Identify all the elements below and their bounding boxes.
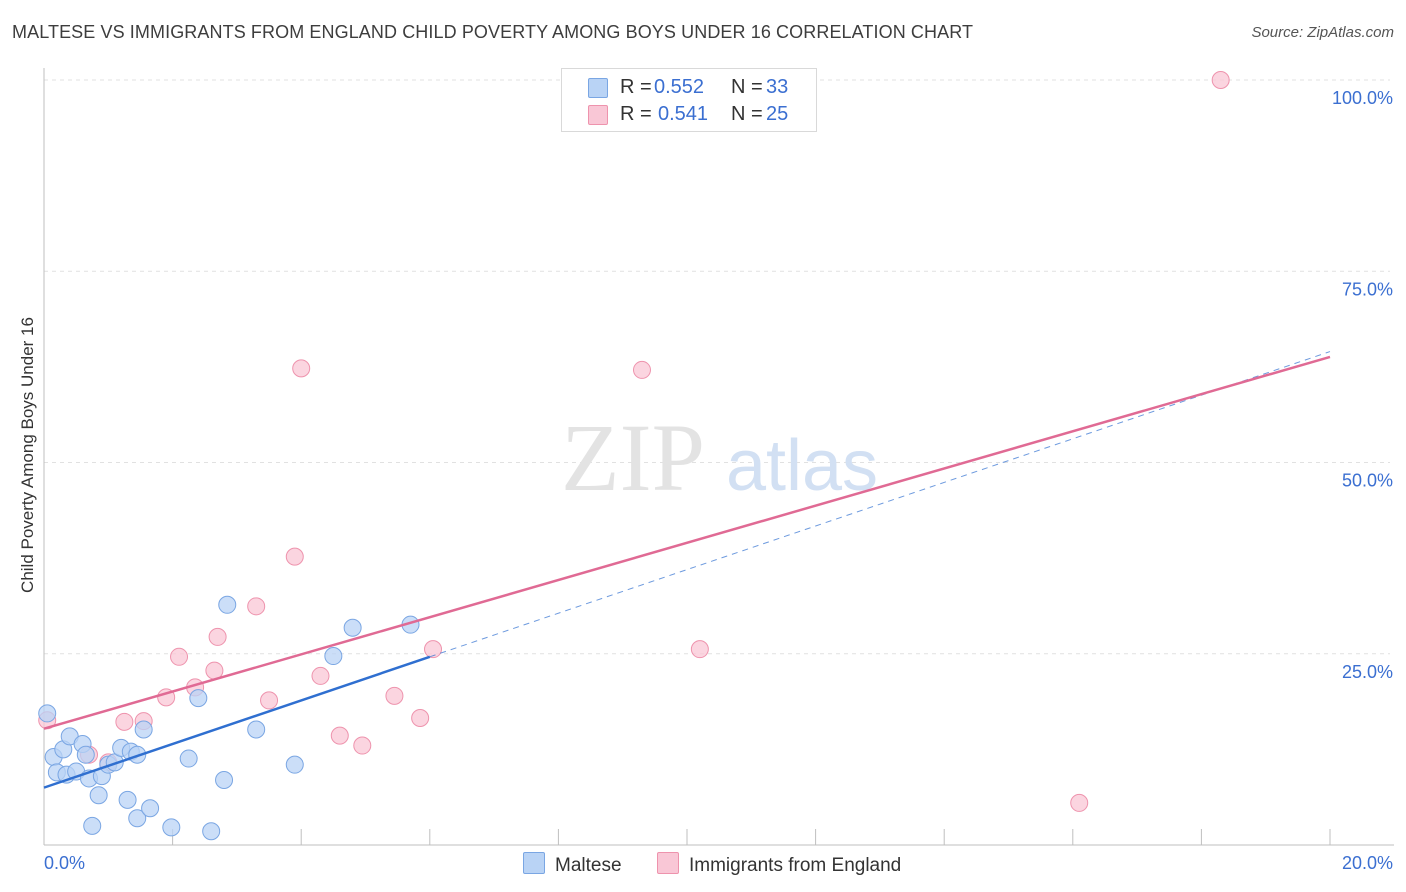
maltese-point	[247, 720, 266, 739]
legend-r-value-maltese: 0.552	[654, 76, 705, 98]
england-point	[632, 360, 651, 379]
england-point	[292, 359, 311, 378]
watermark-zip: ZIP	[561, 404, 705, 511]
bottom-legend-label-england: Immigrants from England	[689, 855, 902, 876]
x-tick-label: 0.0%	[44, 853, 85, 873]
maltese-trend-line	[43, 655, 431, 789]
chart-title: MALTESE VS IMMIGRANTS FROM ENGLAND CHILD…	[12, 22, 974, 42]
england-point	[260, 691, 279, 710]
england-point	[690, 640, 709, 659]
bottom-legend-swatch-maltese	[523, 852, 545, 874]
maltese-trend-extension	[429, 351, 1331, 658]
legend-swatch-england	[588, 105, 608, 125]
maltese-point	[141, 799, 160, 818]
england-point	[247, 597, 266, 616]
maltese-point	[76, 745, 95, 764]
england-point	[115, 712, 134, 731]
x-tick-label: 20.0%	[1342, 853, 1393, 873]
legend-swatch-maltese	[588, 78, 608, 98]
legend-r-label: R =	[620, 103, 652, 125]
england-trend-line	[43, 355, 1331, 730]
england-point	[424, 640, 443, 659]
y-tick-label: 75.0%	[1342, 279, 1393, 299]
maltese-point	[134, 720, 153, 739]
maltese-point	[202, 822, 221, 841]
chart-source: Source: ZipAtlas.com	[1251, 24, 1394, 41]
maltese-point	[218, 595, 237, 614]
correlation-legend: R = 0.552 N = 33 R = 0.541 N = 25	[561, 68, 817, 132]
y-tick-label: 100.0%	[1332, 88, 1393, 108]
england-point	[170, 647, 189, 666]
maltese-point	[128, 809, 147, 828]
england-point	[330, 726, 349, 745]
maltese-point	[343, 618, 362, 637]
legend-n-value-maltese: 33	[766, 76, 789, 98]
y-tick-label: 50.0%	[1342, 471, 1393, 491]
england-point	[353, 736, 372, 755]
maltese-point	[38, 704, 57, 723]
england-point	[385, 686, 404, 705]
legend-r-value-england: 0.541	[658, 103, 709, 125]
england-point	[208, 627, 227, 646]
bottom-legend-maltese: Maltese	[523, 852, 622, 877]
legend-n-label: N =	[731, 103, 763, 125]
maltese-point	[162, 818, 181, 837]
maltese-point	[83, 816, 102, 835]
bottom-legend-england: Immigrants from England	[657, 852, 901, 877]
maltese-point	[324, 647, 343, 666]
england-point	[1070, 793, 1089, 812]
bottom-legend-swatch-england	[657, 852, 679, 874]
maltese-point	[215, 770, 234, 789]
maltese-point	[179, 749, 198, 768]
england-point	[1211, 71, 1230, 89]
england-point	[285, 547, 304, 566]
bottom-legend-label-maltese: Maltese	[555, 855, 622, 876]
watermark-atlas: atlas	[726, 426, 878, 506]
maltese-point	[189, 689, 208, 708]
maltese-point	[118, 790, 137, 809]
y-tick-label: 25.0%	[1342, 662, 1393, 682]
maltese-point	[89, 786, 108, 805]
legend-n-value-england: 25	[766, 103, 789, 125]
maltese-point	[285, 755, 304, 774]
legend-r-label: R =	[620, 76, 652, 98]
england-point	[311, 666, 330, 685]
england-point	[411, 709, 430, 728]
legend-n-label: N =	[731, 76, 763, 98]
